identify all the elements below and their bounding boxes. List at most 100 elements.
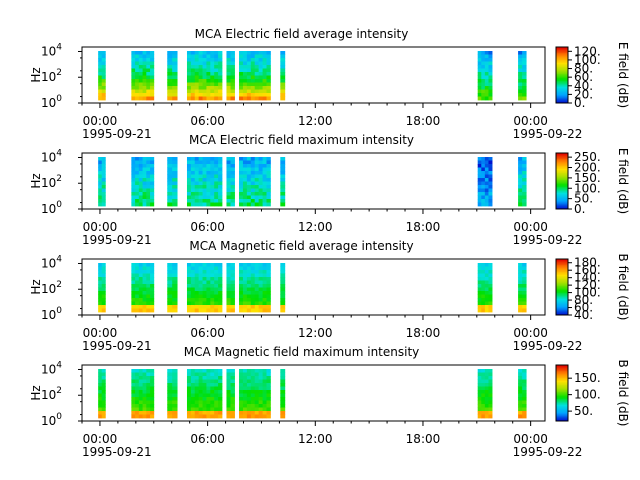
spectrogram-cell (190, 376, 196, 380)
spectrogram-cell (202, 82, 207, 87)
spectrogram-cell (230, 407, 235, 412)
spectrogram-cell (246, 192, 252, 196)
spectrogram-cell (258, 301, 263, 306)
spectrogram-cell (262, 294, 267, 299)
data-segment (239, 263, 271, 313)
spectrogram-cell (190, 89, 196, 94)
spectrogram-cell (266, 294, 271, 299)
spectrogram-cell (98, 160, 103, 165)
spectrogram-cell (477, 369, 482, 373)
spectrogram-cell (246, 185, 252, 189)
spectrogram-cell (146, 390, 151, 394)
spectrogram-cell (98, 195, 103, 200)
spectrogram-cell (150, 75, 155, 80)
spectrogram-cell (146, 270, 151, 274)
spectrogram-cell (146, 294, 151, 299)
spectrogram-cell (131, 157, 136, 161)
data-segment (98, 263, 106, 313)
spectrogram-cell (250, 181, 256, 186)
spectrogram-cell (172, 86, 178, 90)
spectrogram-cell (522, 185, 527, 189)
spectrogram-cell (172, 51, 178, 55)
spectrogram-cell (522, 414, 527, 419)
spectrogram-cell (488, 199, 493, 203)
spectrogram-cell (218, 298, 223, 302)
spectrogram-cell (146, 386, 151, 391)
spectrogram-cell (206, 404, 211, 408)
data-segment (167, 263, 178, 313)
spectrogram-cell (210, 192, 215, 196)
spectrogram-cell (202, 89, 207, 94)
colorbar-cell (556, 80, 568, 83)
spectrogram-cell (258, 65, 263, 69)
spectrogram-cell (190, 79, 196, 83)
spectrogram-cell (477, 411, 482, 415)
spectrogram-cell (488, 58, 493, 62)
spectrogram-cell (138, 400, 143, 405)
spectrogram-cell (98, 174, 103, 179)
spectrogram-cell (250, 202, 256, 207)
colorbar-cell (556, 49, 568, 52)
spectrogram-cell (167, 390, 173, 394)
spectrogram-cell (280, 383, 286, 387)
spectrogram-cell (488, 266, 493, 271)
spectrogram-cell (218, 308, 223, 313)
spectrogram-cell (250, 164, 256, 168)
spectrogram-cell (190, 298, 196, 302)
spectrogram-cell (481, 386, 486, 391)
spectrogram-cell (250, 369, 256, 373)
spectrogram-cell (98, 72, 103, 76)
spectrogram-cell (194, 277, 200, 281)
spectrogram-cell (190, 369, 196, 373)
spectrogram-cell (194, 164, 200, 168)
spectrogram-cell (254, 192, 260, 196)
colorbar-cell (556, 89, 568, 91)
spectrogram-cell (150, 167, 155, 172)
spectrogram-cell (214, 263, 219, 267)
spectrogram-cell (138, 397, 143, 401)
spectrogram-cell (198, 277, 203, 281)
y-tick-label: 104 (41, 148, 62, 164)
spectrogram-cell (242, 301, 248, 306)
spectrogram-cell (518, 167, 523, 172)
spectrogram-cell (518, 202, 523, 207)
y-axis-label: Hz (29, 67, 43, 82)
spectrogram-cell (190, 96, 196, 101)
spectrogram-cell (131, 195, 136, 200)
spectrogram-cell (484, 383, 489, 387)
spectrogram-cell (242, 75, 248, 80)
spectrogram-cell (214, 277, 219, 281)
spectrogram-cell (230, 414, 235, 419)
spectrogram-cell (477, 291, 482, 295)
spectrogram-cell (488, 287, 493, 292)
spectrogram-cell (186, 79, 192, 83)
spectrogram-cell (226, 273, 231, 278)
spectrogram-cell (481, 393, 486, 398)
spectrogram-cell (239, 414, 244, 419)
spectrogram-cell (250, 308, 256, 313)
spectrogram-cell (518, 72, 523, 76)
colorbar-cell (556, 405, 568, 408)
spectrogram-cell (131, 82, 136, 87)
spectrogram-cell (138, 167, 143, 172)
spectrogram-cell (210, 89, 215, 94)
spectrogram-cell (477, 266, 482, 271)
spectrogram-cell (477, 294, 482, 299)
spectrogram-cell (142, 411, 147, 415)
spectrogram-cell (258, 171, 263, 175)
spectrogram-cell (230, 308, 235, 313)
spectrogram-cell (202, 174, 207, 179)
spectrogram-cell (146, 273, 151, 278)
spectrogram-cell (246, 397, 252, 401)
colorbar-cell (556, 175, 568, 178)
colorbar-cell (556, 204, 568, 207)
spectrogram-cell (142, 305, 147, 309)
spectrogram-cell (477, 61, 482, 66)
spectrogram-cell (210, 202, 215, 207)
spectrogram-cell (131, 280, 136, 285)
colorbar-cell (556, 289, 568, 292)
spectrogram-cell (190, 192, 196, 196)
spectrogram-cell (481, 167, 486, 172)
spectrogram-cell (218, 383, 223, 387)
spectrogram-cell (239, 199, 244, 203)
